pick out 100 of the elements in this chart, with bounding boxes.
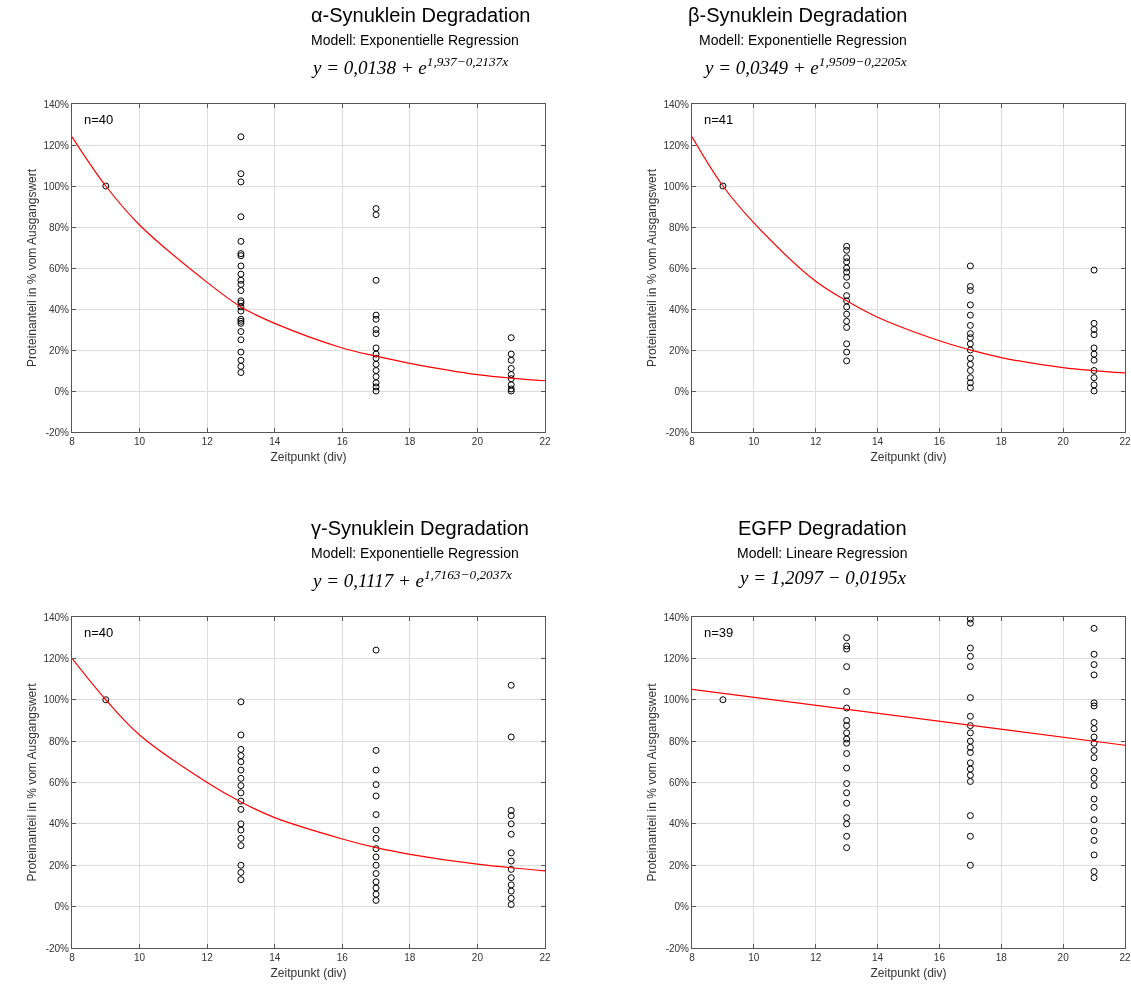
- point: [507, 830, 515, 838]
- y-tick-label: 40%: [48, 303, 70, 315]
- y-tick-label: 40%: [668, 303, 690, 315]
- point: [1090, 381, 1098, 389]
- y-tick-label: 140%: [43, 98, 70, 110]
- point: [372, 211, 380, 219]
- y-tick-label: 60%: [48, 262, 70, 274]
- y-tick-label: -20%: [45, 426, 70, 438]
- point: [966, 384, 974, 392]
- point: [507, 364, 515, 372]
- point: [1090, 350, 1098, 358]
- point: [843, 340, 851, 348]
- x-tick-label: 10: [134, 436, 146, 447]
- point: [237, 797, 245, 805]
- x-tick-label: 10: [748, 436, 760, 447]
- point: [843, 254, 851, 262]
- point: [1090, 326, 1098, 333]
- point: [102, 696, 110, 704]
- point: [1090, 319, 1098, 327]
- point: [237, 170, 245, 178]
- point: [237, 276, 245, 284]
- point: [372, 853, 380, 861]
- point: [966, 311, 974, 319]
- point: [372, 205, 380, 213]
- point: [237, 328, 245, 336]
- text: y = 1,2097 − 0,0195x: [738, 567, 907, 588]
- point: [966, 346, 974, 354]
- annotation: n=40: [84, 112, 114, 127]
- point: [843, 303, 851, 311]
- point: [237, 270, 245, 278]
- point: [1090, 356, 1098, 364]
- y-tick-label: 100%: [43, 694, 70, 706]
- point: [237, 348, 245, 356]
- point: [1090, 367, 1098, 374]
- x-tick-label: 14: [872, 436, 884, 447]
- point: [507, 874, 515, 882]
- y-tick-label: 120%: [43, 652, 70, 664]
- y-tick-label: 20%: [668, 859, 690, 871]
- y-tick-label: 80%: [48, 735, 70, 747]
- point: [372, 746, 380, 754]
- point: [1090, 374, 1098, 382]
- x-tick-label: 8: [69, 436, 76, 447]
- y-tick-label: 60%: [668, 777, 690, 788]
- point: [372, 896, 380, 904]
- x-tick-label: 20: [1057, 952, 1070, 963]
- point: [237, 731, 245, 739]
- point: [372, 870, 380, 878]
- point: [966, 262, 974, 270]
- point: [507, 356, 515, 364]
- point: [966, 379, 974, 387]
- point: [966, 334, 974, 342]
- x-tick-label: 16: [933, 952, 946, 963]
- y-tick-label: 0%: [674, 385, 690, 397]
- point: [237, 876, 245, 884]
- text: y = 0,0349 + e$^{1,9509−0,2205x}$: [703, 54, 907, 78]
- point: [372, 834, 380, 842]
- point: [237, 820, 245, 828]
- point: [372, 646, 380, 654]
- x-tick-label: 22: [1119, 436, 1131, 447]
- y-tick-label: -20%: [45, 942, 70, 954]
- x-tick-label: 18: [995, 436, 1008, 447]
- point: [237, 782, 245, 790]
- point: [843, 310, 851, 318]
- point: [843, 273, 851, 281]
- x-tick-label: 8: [689, 952, 696, 963]
- point: [372, 315, 380, 323]
- point: [843, 292, 851, 300]
- point: [507, 371, 515, 379]
- text: y = 0,0138 + e$^{1,937−0,2137x}$: [311, 54, 509, 78]
- point: [237, 868, 245, 876]
- point: [237, 369, 245, 377]
- chart-title: β-Synuklein Degradation: [688, 4, 908, 26]
- chart-title: α-Synuklein Degradation: [311, 4, 531, 26]
- point: [1090, 266, 1098, 274]
- point: [843, 281, 851, 289]
- point: [507, 894, 515, 902]
- chart-title: γ-Synuklein Degradation: [311, 517, 529, 539]
- y-axis-title: Proteinanteil in % vom Ausgangswert: [24, 168, 39, 368]
- point: [237, 745, 245, 753]
- point: [372, 766, 380, 774]
- point: [237, 758, 245, 766]
- y-tick-label: 20%: [668, 344, 690, 356]
- x-tick-label: 14: [269, 436, 281, 447]
- x-tick-label: 12: [201, 436, 214, 447]
- x-tick-label: 20: [471, 952, 484, 963]
- x-tick-label: 22: [1119, 952, 1131, 963]
- x-tick-label: 14: [872, 952, 884, 963]
- point: [507, 849, 515, 857]
- y-axis-title: Proteinanteil in % vom Ausgangswert: [644, 168, 659, 368]
- chart-subtitle: Modell: Exponentielle Regression: [699, 32, 907, 48]
- point: [372, 344, 380, 352]
- point: [843, 268, 851, 276]
- point: [372, 360, 380, 368]
- point: [507, 865, 515, 873]
- point: [237, 303, 245, 311]
- x-tick-label: 20: [471, 436, 484, 447]
- point: [966, 367, 974, 374]
- y-tick-label: 40%: [668, 818, 690, 830]
- point: [372, 383, 380, 391]
- y-axis-title: Proteinanteil in % vom Ausgangswert: [644, 682, 659, 882]
